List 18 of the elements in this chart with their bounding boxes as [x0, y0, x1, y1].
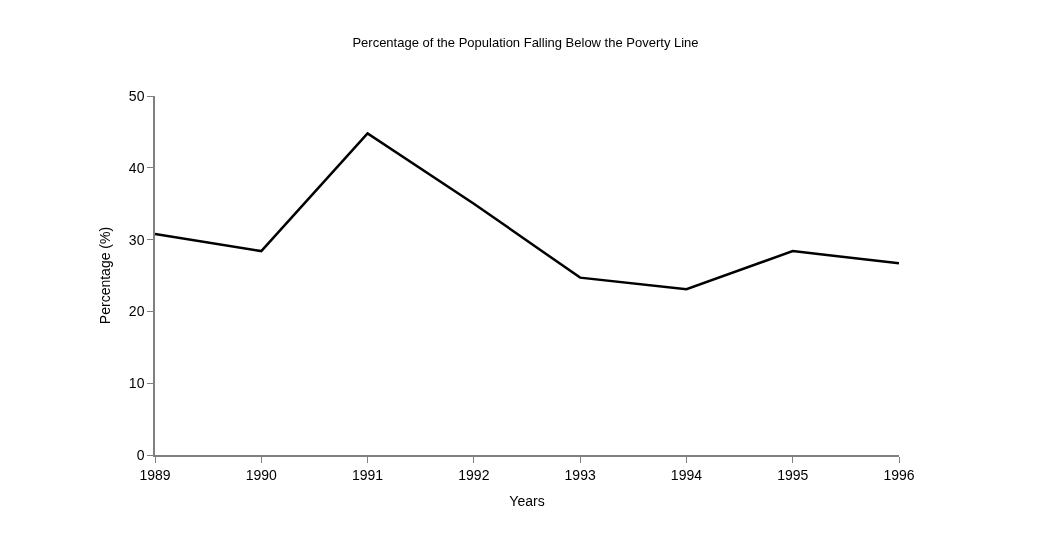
- y-tick-label: 20: [128, 303, 145, 320]
- x-tick-label: 1995: [777, 466, 809, 483]
- y-tick-label: 0: [136, 446, 145, 463]
- y-axis-title: Percentage (%): [96, 226, 113, 325]
- y-tick-label: 30: [128, 231, 145, 248]
- y-tick-label: 50: [128, 87, 145, 104]
- x-axis-title: Years: [509, 493, 545, 510]
- x-tick-label: 1993: [564, 466, 596, 483]
- x-tick-label: 1994: [670, 466, 703, 483]
- x-tick-label: 1992: [458, 466, 490, 483]
- line-series: [155, 132, 899, 291]
- x-tick-label: 1989: [139, 466, 171, 483]
- y-tick-label: 40: [128, 159, 145, 176]
- x-tick-label: 1991: [351, 466, 384, 483]
- y-tick-label: 10: [128, 375, 145, 392]
- x-tick-label: 1990: [245, 466, 278, 483]
- chart-title: Percentage of the Population Falling Below the Poverty Line: [352, 35, 699, 51]
- x-tick-label: 1996: [883, 466, 915, 483]
